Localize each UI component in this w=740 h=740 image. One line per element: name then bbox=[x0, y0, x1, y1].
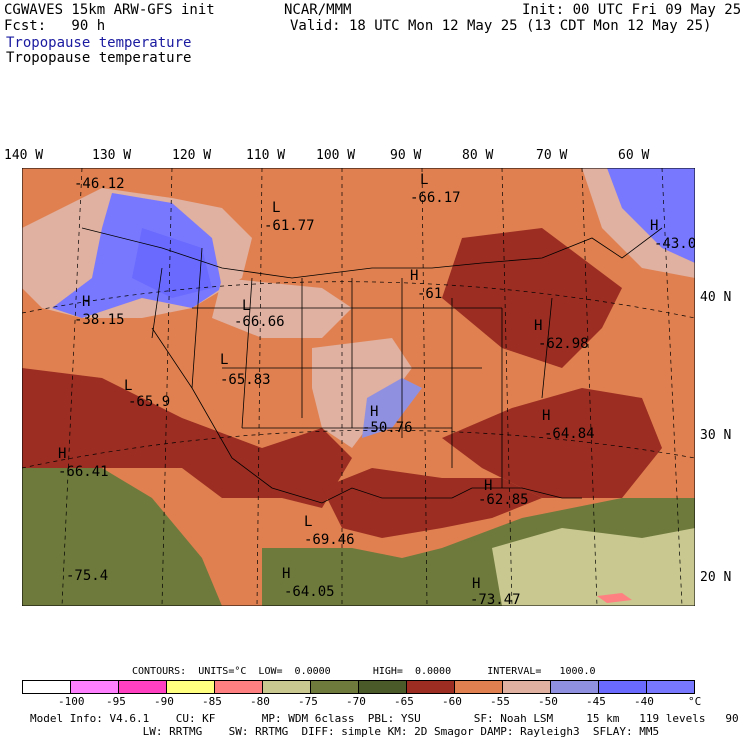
map-label-letter: H bbox=[484, 478, 492, 494]
map-label-letter: H bbox=[370, 404, 378, 420]
colorbar-unit: °C bbox=[688, 695, 702, 708]
colorbar-tick: -95 bbox=[106, 695, 126, 708]
colorbar-tick: -85 bbox=[202, 695, 222, 708]
map-label-value: -66.66 bbox=[234, 314, 285, 330]
lon-label-130w: 130 W bbox=[92, 148, 132, 163]
lon-label-110w: 110 W bbox=[246, 148, 286, 163]
map-label-letter: L bbox=[420, 172, 428, 188]
colorbar bbox=[22, 680, 695, 694]
colorbar-swatch bbox=[359, 681, 407, 693]
tropopause-temperature-map: -46.12 L -61.77 L -66.17 H -43.0 H -38.1… bbox=[22, 168, 695, 606]
forecast-hour: Fcst: 90 h bbox=[4, 18, 106, 34]
colorbar-tick: -45 bbox=[586, 695, 606, 708]
colorbar-tick: -50 bbox=[538, 695, 558, 708]
map-label-letter: L bbox=[124, 378, 132, 394]
map-label-value: -38.15 bbox=[74, 312, 125, 328]
map-label-letter: L bbox=[220, 352, 228, 368]
map-label-letter: H bbox=[542, 408, 550, 424]
colorbar-swatch bbox=[599, 681, 647, 693]
map-label-value: -43.0 bbox=[654, 236, 695, 252]
lat-label-40n: 40 N bbox=[700, 290, 732, 305]
lon-label-70w: 70 W bbox=[536, 148, 568, 163]
contours-info: CONTOURS: UNITS=°C LOW= 0.0000 HIGH= 0.0… bbox=[132, 666, 596, 677]
map-label-value: -46.12 bbox=[74, 176, 125, 192]
colorbar-tick: -75 bbox=[298, 695, 318, 708]
map-label-letter: H bbox=[282, 566, 290, 582]
colorbar-tick: -60 bbox=[442, 695, 462, 708]
colorbar-swatch bbox=[311, 681, 359, 693]
map-label-value: -62.98 bbox=[538, 336, 589, 352]
map-label-letter: H bbox=[534, 318, 542, 334]
lat-label-20n: 20 N bbox=[700, 570, 732, 585]
colorbar-tick: -100 bbox=[58, 695, 85, 708]
map-label-value: -64.05 bbox=[284, 584, 335, 600]
colorbar-tick: -65 bbox=[394, 695, 414, 708]
map-label-letter: L bbox=[304, 514, 312, 530]
map-label-letter: H bbox=[58, 446, 66, 462]
map-label-value: -66.17 bbox=[410, 190, 461, 206]
map-label-letter: H bbox=[82, 294, 90, 310]
lon-label-80w: 80 W bbox=[462, 148, 494, 163]
map-label-letter: H bbox=[650, 218, 658, 234]
map-label-letter: L bbox=[272, 200, 280, 216]
field-title-secondary: Tropopause temperature bbox=[6, 50, 192, 66]
lat-label-30n: 30 N bbox=[700, 428, 732, 443]
colorbar-swatch bbox=[119, 681, 167, 693]
colorbar-swatch bbox=[263, 681, 311, 693]
map-label-value: -50.76 bbox=[362, 420, 413, 436]
field-title-primary: Tropopause temperature bbox=[6, 35, 192, 51]
colorbar-swatch bbox=[503, 681, 551, 693]
colorbar-tick: -55 bbox=[490, 695, 510, 708]
model-info-line2: LW: RRTMG SW: RRTMG DIFF: simple KM: 2D … bbox=[30, 725, 660, 738]
map-label-letter: H bbox=[410, 268, 418, 284]
map-label-letter: H bbox=[472, 576, 480, 592]
lon-label-120w: 120 W bbox=[172, 148, 212, 163]
map-label-value: -61.77 bbox=[264, 218, 315, 234]
colorbar-swatch bbox=[455, 681, 503, 693]
colorbar-tick: -80 bbox=[250, 695, 270, 708]
map-label-value: -62.85 bbox=[478, 492, 529, 508]
init-time: Init: 00 UTC Fri 09 May 25 bbox=[522, 2, 740, 18]
colorbar-swatch bbox=[407, 681, 455, 693]
colorbar-swatch bbox=[71, 681, 119, 693]
colorbar-swatch bbox=[215, 681, 263, 693]
lon-label-140w: 140 W bbox=[4, 148, 44, 163]
lon-label-60w: 60 W bbox=[618, 148, 650, 163]
map-label-value: -75.4 bbox=[66, 568, 108, 584]
lon-label-100w: 100 W bbox=[316, 148, 356, 163]
map-label-letter: L bbox=[242, 298, 250, 314]
colorbar-swatch bbox=[23, 681, 71, 693]
map-label-value: -66.41 bbox=[58, 464, 109, 480]
map-label-value: -69.46 bbox=[304, 532, 355, 548]
colorbar-swatch bbox=[551, 681, 599, 693]
colorbar-swatch bbox=[647, 681, 694, 693]
map-label-value: -65.9 bbox=[128, 394, 170, 410]
map-label-value: -61 bbox=[417, 286, 442, 302]
colorbar-tick: -90 bbox=[154, 695, 174, 708]
map-label-value: -73.47 bbox=[470, 592, 521, 606]
valid-time: Valid: 18 UTC Mon 12 May 25 (13 CDT Mon … bbox=[290, 18, 712, 34]
colorbar-tick: -70 bbox=[346, 695, 366, 708]
model-title: CGWAVES 15km ARW-GFS init bbox=[4, 2, 215, 18]
org-label: NCAR/MMM bbox=[284, 2, 352, 18]
map-label-value: -65.83 bbox=[220, 372, 271, 388]
model-info-line1: Model Info: V4.6.1 CU: KF MP: WDM 6class… bbox=[30, 712, 740, 725]
colorbar-swatch bbox=[167, 681, 215, 693]
lon-label-90w: 90 W bbox=[390, 148, 422, 163]
map-label-value: -64.84 bbox=[544, 426, 595, 442]
colorbar-tick: -40 bbox=[634, 695, 654, 708]
